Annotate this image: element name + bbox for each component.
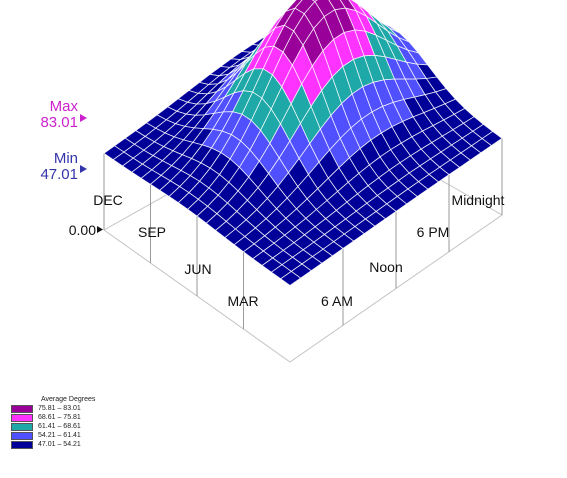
legend-label: 75.81 – 83.01 [38,405,81,412]
y-tick-jun: JUN [184,261,211,277]
legend-swatch [11,404,33,413]
z-zero-label: 0.00 [69,222,96,238]
legend-swatch [11,431,33,440]
y-tick-sep: SEP [138,224,166,240]
z-max-label: Max [50,98,79,115]
z-min-value: 47.01 [40,166,78,183]
z-min-arrow [80,165,87,173]
x-tick-noon: Noon [369,259,402,275]
chart-drop-lines [103,138,503,329]
z-max-marker: Max 83.01 [40,98,87,131]
legend-swatch [11,422,33,431]
legend: Average Degrees 75.81 – 83.01 68.61 – 75.… [11,395,95,449]
month-axis: DEC SEP JUN MAR [93,192,258,309]
x-tick-6am: 6 AM [321,293,353,309]
z-max-value: 83.01 [40,114,78,131]
legend-title: Average Degrees [41,396,96,403]
surface-mesh [103,0,503,286]
legend-label: 68.61 – 75.81 [38,414,81,421]
z-zero-arrow [97,226,103,233]
legend-label: 61.41 – 68.61 [38,423,81,430]
legend-item: 68.61 – 75.81 [11,413,95,422]
z-zero-marker: 0.00 [69,222,103,238]
surface-cell [280,270,302,286]
y-tick-dec: DEC [93,192,123,208]
time-axis: 6 AM Noon 6 PM Midnight [321,192,505,309]
z-max-arrow [80,114,87,122]
z-min-marker: Min 47.01 [40,150,87,183]
legend-swatch [11,440,33,449]
legend-swatch [11,413,33,422]
legend-item: 47.01 – 54.21 [11,440,95,449]
y-tick-mar: MAR [227,293,258,309]
legend-item: 61.41 – 68.61 [11,422,95,431]
legend-label: 54.21 – 61.41 [38,432,81,439]
x-tick-6pm: 6 PM [417,224,450,240]
x-tick-midnight: Midnight [452,192,505,208]
legend-rows: 75.81 – 83.01 68.61 – 75.81 61.41 – 68.61 5… [11,404,95,449]
legend-item: 54.21 – 61.41 [11,431,95,440]
legend-item: 75.81 – 83.01 [11,404,95,413]
legend-label: 47.01 – 54.21 [38,441,81,448]
z-min-label: Min [54,150,78,167]
